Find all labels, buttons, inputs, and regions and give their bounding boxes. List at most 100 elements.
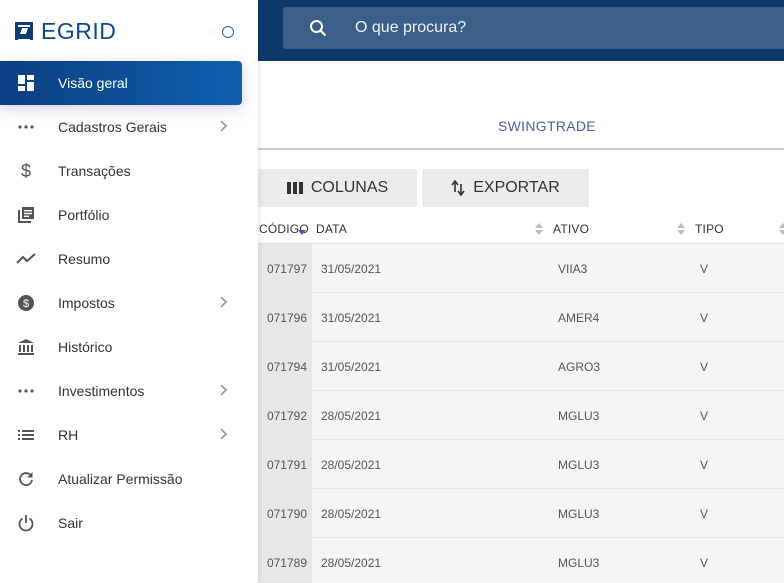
sidebar-item-label: Investimentos xyxy=(58,383,145,399)
cell-asset: VIIA3 xyxy=(558,262,588,276)
cell-type: V xyxy=(700,262,709,276)
sidebar-item-resumo[interactable]: Resumo xyxy=(0,237,258,281)
cell-asset: MGLU3 xyxy=(558,507,600,521)
sidebar-item-label: Sair xyxy=(58,515,83,531)
swap-vertical-icon xyxy=(451,180,465,196)
cell-type: V xyxy=(700,507,709,521)
sidebar-item-atualizar-permissao[interactable]: Atualizar Permissão xyxy=(0,457,258,501)
sidebar-item-transacoes[interactable]: $ Transações xyxy=(0,149,258,193)
bank-icon xyxy=(16,338,36,356)
chevron-right-icon xyxy=(218,427,230,443)
sidebar-item-label: Visão geral xyxy=(58,75,128,91)
sidebar-item-label: Impostos xyxy=(58,295,115,311)
table-header: CÓDIGO DATA ATIVO TIPO xyxy=(258,214,784,244)
export-button[interactable]: EXPORTAR xyxy=(422,169,589,207)
sort-icon[interactable] xyxy=(677,223,685,235)
cell-date: 28/05/2021 xyxy=(321,556,382,570)
sidebar-item-label: Cadastros Gerais xyxy=(58,119,167,135)
sidebar-item-label: Atualizar Permissão xyxy=(58,471,183,487)
columns-button-label: COLUNAS xyxy=(310,179,389,196)
search-box xyxy=(283,7,784,49)
columns-button[interactable]: COLUNAS xyxy=(258,169,417,207)
cell-date: 31/05/2021 xyxy=(321,262,382,276)
cell-asset: AMER4 xyxy=(558,311,600,325)
cell-type: V xyxy=(700,409,709,423)
sidebar-item-label: Portfólio xyxy=(58,207,110,223)
cell-date: 31/05/2021 xyxy=(321,311,382,325)
cell-date: 28/05/2021 xyxy=(321,507,382,521)
tab-swingtrade[interactable]: SWINGTRADE xyxy=(498,118,596,134)
sidebar-item-impostos[interactable]: $ Impostos xyxy=(0,281,258,325)
sidebar-item-label: Transações xyxy=(58,163,131,179)
sort-desc-icon[interactable] xyxy=(298,226,306,238)
power-icon xyxy=(16,514,36,532)
sidebar-item-investimentos[interactable]: Investimentos xyxy=(0,369,258,413)
list-icon xyxy=(16,426,36,444)
sidebar-item-label: Resumo xyxy=(58,251,111,267)
cell-code: 071791 xyxy=(258,440,312,488)
dashboard-icon xyxy=(16,74,36,92)
table-row[interactable]: 071791 28/05/2021 MGLU3 V xyxy=(258,440,784,489)
search-icon[interactable] xyxy=(309,19,327,37)
more-horizontal-icon xyxy=(16,118,36,136)
header-type[interactable]: TIPO xyxy=(695,222,724,236)
tab-bar: SWINGTRADE xyxy=(258,102,784,150)
dollar-circle-icon: $ xyxy=(16,294,36,312)
cell-type: V xyxy=(700,360,709,374)
brand: EGRID xyxy=(0,0,258,61)
sidebar-item-historico[interactable]: Histórico xyxy=(0,325,258,369)
columns-icon xyxy=(286,182,303,194)
cell-date: 31/05/2021 xyxy=(321,360,382,374)
table-row[interactable]: 071796 31/05/2021 AMER4 V xyxy=(258,293,784,342)
cell-date: 28/05/2021 xyxy=(321,458,382,472)
cell-type: V xyxy=(700,311,709,325)
library-books-icon xyxy=(16,206,36,224)
sidebar-item-cadastros-gerais[interactable]: Cadastros Gerais xyxy=(0,105,258,149)
chevron-right-icon xyxy=(218,119,230,135)
sidebar-toggle[interactable] xyxy=(222,26,234,38)
sidebar-item-visao-geral[interactable]: Visão geral xyxy=(0,61,242,105)
sidebar-item-label: RH xyxy=(58,427,79,443)
cell-asset: MGLU3 xyxy=(558,409,600,423)
svg-text:$: $ xyxy=(23,298,29,310)
cell-asset: AGRO3 xyxy=(558,360,601,374)
export-button-label: EXPORTAR xyxy=(473,179,560,196)
search-input[interactable] xyxy=(355,7,775,49)
refresh-icon xyxy=(16,470,36,488)
sidebar: EGRID Visão geral Cadastros Gerais $ Tra… xyxy=(0,0,258,583)
table-row[interactable]: 071792 28/05/2021 MGLU3 V xyxy=(258,391,784,440)
table-row[interactable]: 071794 31/05/2021 AGRO3 V xyxy=(258,342,784,391)
top-bar xyxy=(258,0,784,61)
sidebar-item-portfolio[interactable]: Portfólio xyxy=(0,193,258,237)
cell-date: 28/05/2021 xyxy=(321,409,382,423)
cell-asset: MGLU3 xyxy=(558,458,600,472)
chevron-right-icon xyxy=(218,295,230,311)
cell-type: V xyxy=(700,458,709,472)
trending-line-icon xyxy=(16,250,36,268)
table-row[interactable]: 071790 28/05/2021 MGLU3 V xyxy=(258,489,784,538)
cell-code: 071789 xyxy=(258,538,312,583)
sidebar-item-rh[interactable]: RH xyxy=(0,413,258,457)
table-body: 071797 31/05/2021 VIIA3 V 071796 31/05/2021 AM… xyxy=(258,244,784,583)
more-horizontal-icon xyxy=(16,382,36,400)
header-asset[interactable]: ATIVO xyxy=(553,222,590,236)
sort-icon[interactable] xyxy=(779,223,784,235)
cell-code: 071790 xyxy=(258,489,312,537)
sidebar-menu: Visão geral Cadastros Gerais $ Transaçõe… xyxy=(0,61,258,545)
header-date[interactable]: DATA xyxy=(316,222,348,236)
chevron-right-icon xyxy=(218,383,230,399)
sidebar-item-sair[interactable]: Sair xyxy=(0,501,258,545)
cell-asset: MGLU3 xyxy=(558,556,600,570)
sort-icon[interactable] xyxy=(535,223,543,235)
table-row[interactable]: 071797 31/05/2021 VIIA3 V xyxy=(258,244,784,293)
table-row[interactable]: 071789 28/05/2021 MGLU3 V xyxy=(258,538,784,583)
cell-code: 071792 xyxy=(258,391,312,439)
cell-code: 071794 xyxy=(258,342,312,390)
header-code[interactable]: CÓDIGO xyxy=(259,222,309,236)
egrid-logo-icon xyxy=(15,22,33,41)
sidebar-item-label: Histórico xyxy=(58,339,113,355)
cell-type: V xyxy=(700,556,709,570)
cell-code: 071796 xyxy=(258,293,312,341)
brand-name: EGRID xyxy=(41,18,117,44)
transactions-table: CÓDIGO DATA ATIVO TIPO 071797 31/05/2021 V… xyxy=(258,214,784,583)
